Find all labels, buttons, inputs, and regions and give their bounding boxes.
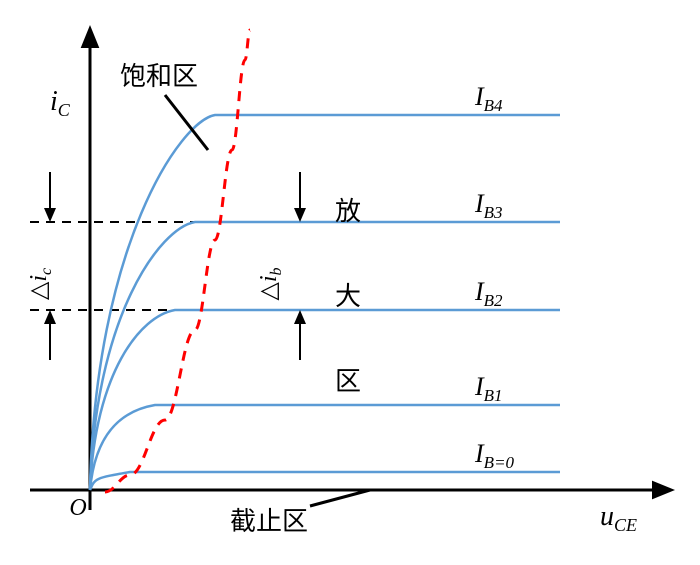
cutoff-pointer: [310, 490, 370, 506]
curve-label-IB4: IB4: [474, 82, 503, 115]
curve-label-IB0: IB=0: [474, 439, 515, 472]
curve-IB0: [90, 472, 560, 490]
delta-ic-arrow-up-head: [44, 310, 56, 324]
y-axis-label: iC: [50, 86, 71, 120]
saturation-region-label: 饱和区: [120, 62, 198, 91]
curve-IB3: [90, 222, 560, 490]
amplification-label-2: 区: [335, 367, 361, 396]
curve-IB1: [90, 405, 560, 490]
curve-label-IB3: IB3: [474, 189, 503, 222]
delta-ib-arrow-down-head: [294, 208, 306, 222]
x-axis-label: uCE: [600, 501, 637, 535]
x-axis-arrow: [652, 481, 675, 500]
svg-text:△ib: △ib: [256, 267, 285, 300]
cutoff-region-label: 截止区: [230, 507, 308, 536]
amplification-label-0: 放: [335, 197, 361, 226]
delta-ic-label: △ic: [26, 268, 55, 300]
y-axis-arrow: [81, 25, 100, 48]
saturation-boundary-curve: [105, 30, 250, 492]
delta-ic-arrow-down-head: [44, 208, 56, 222]
amplification-label-1: 大: [335, 282, 361, 311]
origin-label: O: [69, 495, 86, 521]
curve-label-IB1: IB1: [474, 372, 503, 405]
svg-text:△ic: △ic: [26, 268, 55, 300]
delta-ib-arrow-up-head: [294, 310, 306, 324]
transistor-output-characteristics: iC uCE O IB=0 IB1 IB2 IB3 IB4 △ic △ib 饱和区放大区截止区: [0, 0, 700, 565]
delta-ib-label: △ib: [256, 267, 285, 300]
curve-label-IB2: IB2: [474, 277, 503, 310]
